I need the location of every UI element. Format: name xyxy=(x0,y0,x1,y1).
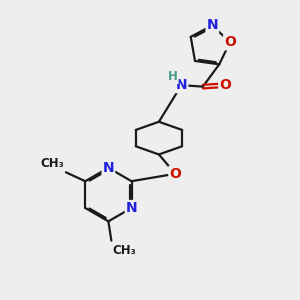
Text: H: H xyxy=(168,70,178,83)
Text: N: N xyxy=(126,201,137,215)
Text: N: N xyxy=(206,18,218,32)
Text: O: O xyxy=(169,167,181,181)
Text: CH₃: CH₃ xyxy=(113,244,136,256)
Text: O: O xyxy=(219,78,231,92)
Text: N: N xyxy=(103,161,114,175)
Text: N: N xyxy=(176,78,187,92)
Text: O: O xyxy=(224,35,236,50)
Text: CH₃: CH₃ xyxy=(41,157,64,170)
